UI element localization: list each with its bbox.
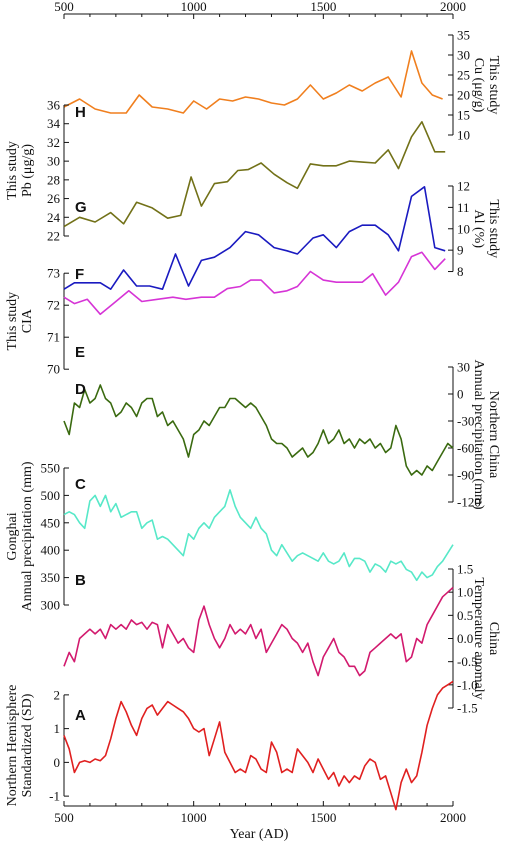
series-line-h — [63, 50, 443, 114]
top-x-tick-label: 1000 — [181, 0, 207, 14]
y-tick-label: 30 — [457, 48, 470, 63]
bottom-x-tick-label: 2000 — [440, 810, 466, 825]
panel-a: -1 0 1 2 Northern Hemisphere Standardized (SD… — [5, 680, 454, 811]
bottom-x-tick-label: 1000 — [181, 810, 207, 825]
y-tick-label: 36 — [47, 98, 61, 113]
y-axis-title-line: Pb (μg/g) — [20, 144, 35, 197]
y-tick-label: 1.5 — [457, 562, 473, 577]
series-line-c — [63, 489, 454, 582]
series-line-f — [63, 186, 446, 290]
y-tick-label: -1.5 — [457, 701, 478, 716]
y-tick-label: -120 — [457, 495, 481, 510]
y-tick-label: 8 — [457, 264, 464, 279]
y-axis-title-line: Annual precipitation (mm) — [471, 359, 486, 509]
y-tick-label: 73 — [47, 266, 60, 281]
y-tick-label: 30 — [457, 360, 470, 375]
y-tick-label: 1.0 — [457, 585, 473, 600]
y-axis-title-line: Northern Hemisphere — [5, 685, 20, 807]
y-tick-label: 28 — [47, 172, 60, 187]
panel-label-a: A — [75, 707, 86, 724]
y-tick-label: -0.5 — [457, 654, 478, 669]
y-tick-label: 0 — [457, 387, 464, 402]
y-tick-label: 26 — [47, 191, 61, 206]
series-line-a — [63, 680, 454, 811]
y-tick-label: -30 — [457, 414, 474, 429]
y-axis-title-line: This study — [5, 292, 20, 351]
panel-label-b: B — [75, 572, 86, 589]
y-axis-title-line: Standardized (SD) — [20, 693, 35, 797]
y-tick-label: 2 — [54, 687, 61, 702]
y-tick-label: 34 — [47, 116, 61, 131]
panel-label-h: H — [75, 104, 86, 121]
y-axis-title-line: This study — [486, 199, 501, 258]
y-tick-label: 500 — [41, 488, 61, 503]
series-line-g — [63, 121, 446, 228]
y-axis-title-line: Temperature anomaly — [471, 577, 486, 699]
y-tick-label: 32 — [47, 135, 60, 150]
y-tick-label: 20 — [457, 88, 470, 103]
y-axis-title-line: Annual precipitation (mm) — [20, 461, 35, 611]
panel-label-e: E — [75, 344, 85, 361]
y-tick-label: 30 — [47, 154, 60, 169]
panel-b: 1.5 1.0 0.5 0.0 -0.5 -1.0 -1.5 ChinaTemperature… — [63, 562, 501, 716]
y-tick-label: 11 — [457, 200, 470, 215]
y-tick-label: 300 — [41, 598, 61, 613]
y-tick-label: 15 — [457, 108, 470, 123]
y-tick-label: -1.0 — [457, 677, 478, 692]
y-axis-title-line: Northern China — [486, 391, 501, 479]
panel-label-d: D — [75, 381, 86, 398]
y-tick-label: 400 — [41, 543, 61, 558]
y-tick-label: 35 — [457, 28, 470, 43]
top-x-tick-label: 1500 — [310, 0, 336, 14]
panel-f: 70 71 72 73 This study CIA F — [5, 186, 446, 377]
y-axis-title-line: This study — [486, 56, 501, 115]
y-tick-label: 12 — [457, 179, 470, 194]
y-tick-label: 450 — [41, 515, 61, 530]
y-tick-label: 25 — [457, 68, 470, 83]
y-axis-title-line: China — [486, 622, 501, 656]
y-tick-label: 24 — [47, 210, 61, 225]
y-axis-title-line: Cu (μg/g) — [471, 58, 486, 113]
bottom-x-tick-label: 1500 — [310, 810, 336, 825]
y-tick-label: 72 — [47, 298, 60, 313]
y-tick-label: 22 — [47, 229, 60, 244]
y-axis-title-line: This study — [5, 141, 20, 200]
top-x-tick-label: 2000 — [440, 0, 466, 14]
y-tick-label: 10 — [457, 221, 470, 236]
y-tick-label: 0.5 — [457, 608, 473, 623]
y-tick-label: 0.0 — [457, 631, 473, 646]
plot-frame: 500 500 1000 1000 1500 1500 2000 2000 — [54, 0, 466, 825]
panel-label-g: G — [75, 199, 87, 216]
panel-g: 22 24 26 28 30 32 34 36 This study Pb (μg/g) G — [5, 98, 446, 244]
y-tick-label: -90 — [457, 468, 474, 483]
series-line-d — [63, 384, 454, 476]
bottom-x-tick-label: 500 — [54, 810, 74, 825]
x-axis-title: Year (AD) — [230, 827, 289, 842]
y-tick-label: 71 — [47, 330, 60, 345]
y-tick-label: 1 — [54, 721, 61, 736]
y-axis-title-line: Gonghai — [5, 512, 20, 560]
y-axis-title-line: CIA — [20, 308, 35, 333]
y-tick-label: 550 — [41, 461, 61, 476]
panel-label-c: C — [75, 476, 86, 493]
y-axis-title-line: Al (%) — [471, 210, 486, 249]
y-tick-label: 10 — [457, 128, 470, 143]
panel-c: 300 350 400 450 500 550 Gonghai Annual precipit… — [5, 461, 454, 613]
y-tick-label: 350 — [41, 570, 61, 585]
y-tick-label: -60 — [457, 441, 474, 456]
y-tick-label: 0 — [54, 755, 61, 770]
series-line-b — [63, 586, 454, 677]
top-x-tick-label: 500 — [54, 0, 74, 14]
y-tick-label: -1 — [49, 789, 60, 804]
series-line-e — [63, 251, 446, 316]
y-tick-label: 70 — [47, 362, 60, 377]
panel-label-f: F — [75, 266, 84, 283]
y-tick-label: 9 — [457, 243, 464, 258]
